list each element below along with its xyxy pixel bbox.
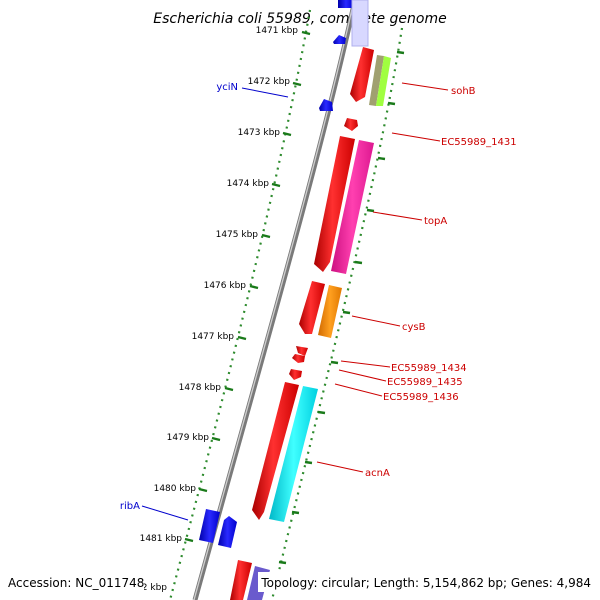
cog-sohB-2 [376,56,391,106]
outer-ring-ticks [278,50,405,565]
gene-label-sohB: sohB [451,86,476,97]
reverse-cds-ribA-2 [218,516,237,548]
forward-cds-1434 [296,346,308,356]
footer-topology: Topology: circular; Length: 5,154,862 bp… [260,576,591,590]
scale-label: 1474 kbp [227,179,270,189]
forward-cds-acnA [252,382,299,520]
footer-topology-bg [258,572,594,592]
forward-cds-1435 [292,354,305,363]
scale-label: 1477 kbp [192,332,235,342]
reverse-cog-top [351,0,369,47]
gene-label-acnA: acnA [365,468,390,479]
scale-label: 1473 kbp [238,128,281,138]
footer-accession: Accession: NC_011748 [8,576,144,590]
reverse-cds-arrow [333,35,346,44]
reverse-cds-top [338,0,354,8]
forward-cds-topA [314,136,355,272]
gene-label-ribA: ribA [120,501,140,512]
scale-label: 1479 kbp [167,433,210,443]
scale-labels: 1471 kbp 1472 kbp 1473 kbp 1474 kbp 1475… [125,26,299,593]
scale-label: 1472 kbp [248,77,291,87]
reverse-cds-ribA-1 [199,509,220,543]
reverse-cds-yciN [319,99,333,111]
forward-cds-cysB [299,281,325,334]
gene-label-EC55989_1431: EC55989_1431 [441,137,517,148]
scale-label: 1481 kbp [140,534,183,544]
scale-label: 1482 kbp [125,583,168,593]
cog-sohB-1 [369,55,384,106]
scale-ticks [184,30,311,543]
gene-label-EC55989_1435: EC55989_1435 [387,377,463,388]
scale-label: 1475 kbp [216,230,259,240]
scale-label: 1480 kbp [154,484,197,494]
inner-tick-ring [168,9,312,600]
footer-accession-bg [6,572,144,592]
scale-label: 1476 kbp [204,281,247,291]
forward-cds-bottom [230,560,252,600]
gene-label-EC55989_1434: EC55989_1434 [391,363,467,374]
forward-cds-sohB [350,47,374,102]
forward-strand-features [230,47,391,600]
gene-label-cysB: cysB [402,322,426,333]
gene-label-EC55989_1436: EC55989_1436 [383,392,459,403]
cog-cysB [318,285,342,338]
gene-label-topA: topA [424,216,447,227]
scale-label: 1471 kbp [256,26,299,36]
forward-cds-1436 [289,369,302,380]
scale-label: 1478 kbp [179,383,222,393]
map-title: Escherichia coli 55989, complete genome [153,11,446,27]
cog-topA [331,140,374,274]
gene-label-yciN: yciN [216,82,238,93]
label-leaders [141,82,449,521]
forward-cds-1431 [344,118,358,131]
outer-tick-ring [270,27,404,600]
cog-acnA [269,386,318,522]
gene-labels: sohB EC55989_1431 topA cysB EC55989_1434… [120,82,517,512]
